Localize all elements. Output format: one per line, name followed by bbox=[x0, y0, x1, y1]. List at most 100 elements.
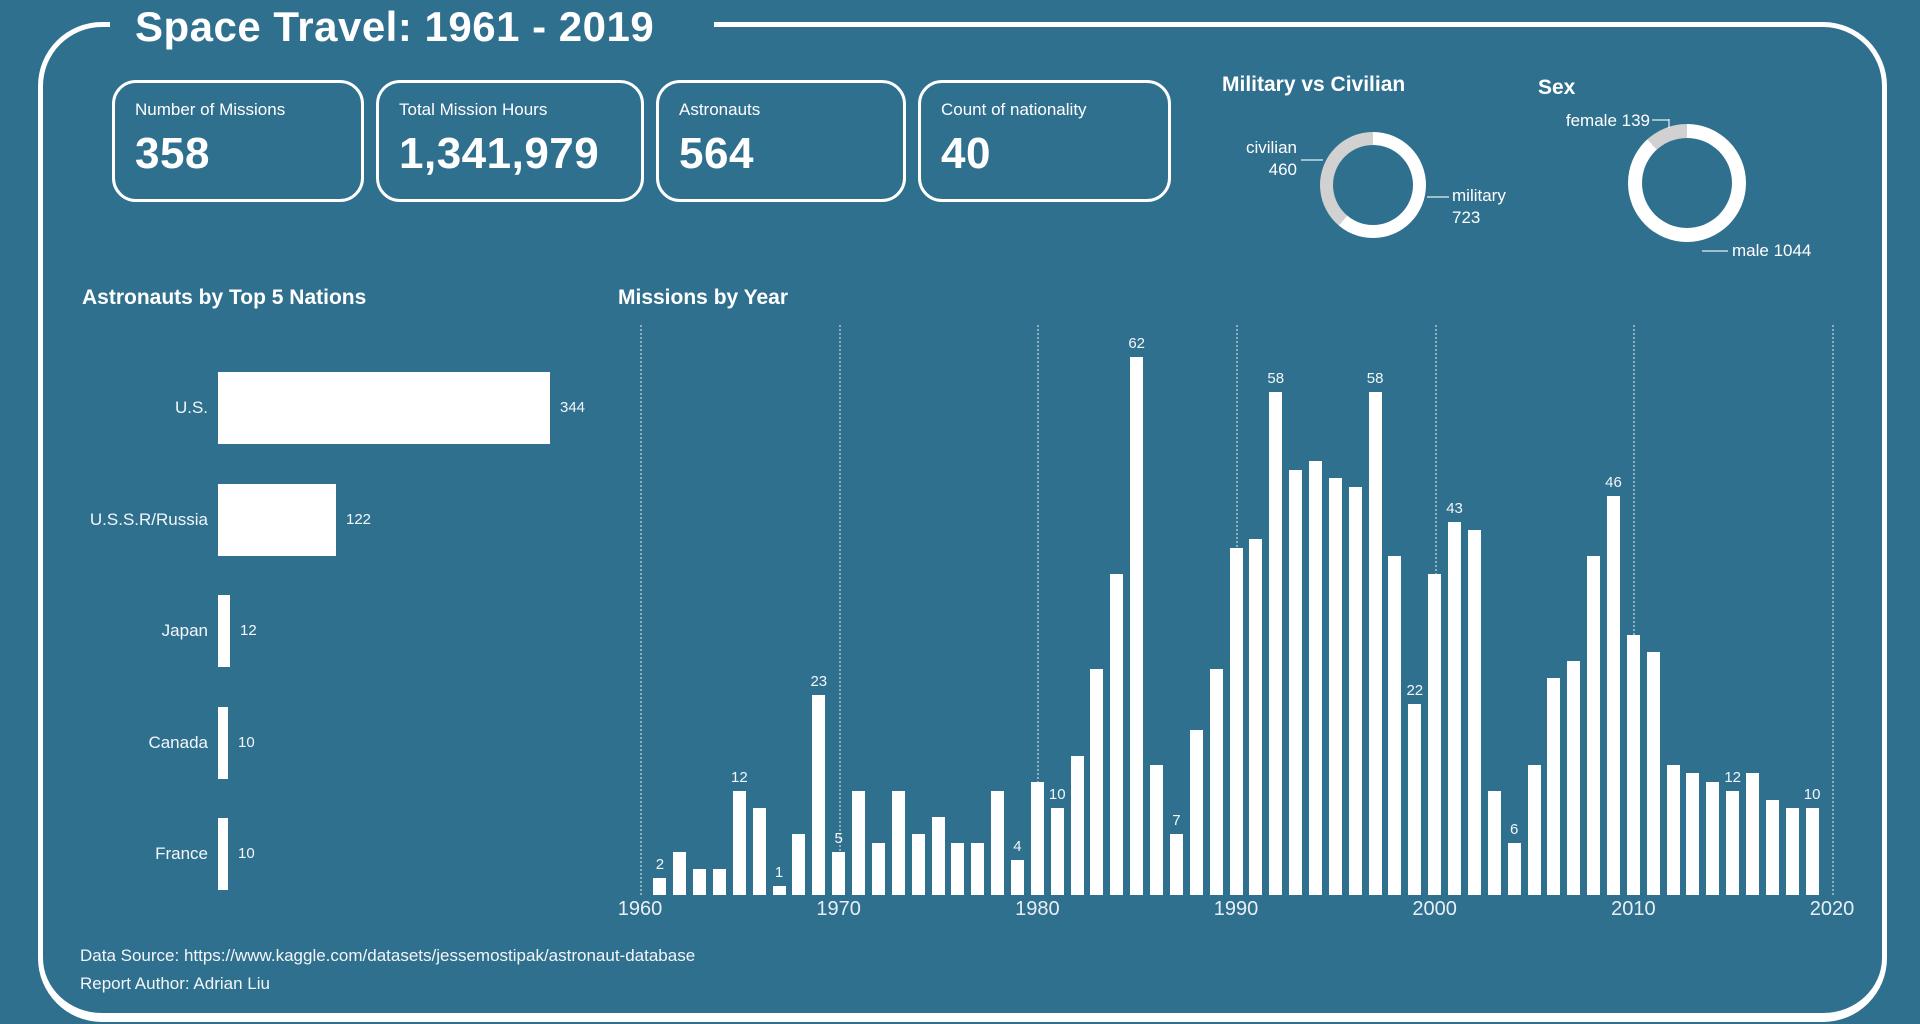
nation-value-label: 344 bbox=[560, 399, 586, 416]
missions-bar-2005[interactable] bbox=[1527, 765, 1541, 895]
missions-bar-2019[interactable] bbox=[1805, 808, 1819, 895]
nation-category-label: Canada bbox=[148, 732, 208, 752]
nations-chart-title: Astronauts by Top 5 Nations bbox=[82, 286, 367, 309]
missions-bar-2016[interactable] bbox=[1746, 773, 1760, 895]
missions-bar-1977[interactable] bbox=[971, 843, 985, 895]
missions-bar-1993[interactable] bbox=[1289, 470, 1303, 895]
missions-bar-2015[interactable] bbox=[1726, 791, 1740, 895]
nation-row: U.S. 344 bbox=[58, 372, 778, 444]
x-tick-2000: 2000 bbox=[1412, 898, 1457, 920]
gridline-1970 bbox=[838, 325, 841, 895]
missions-bar-2002[interactable] bbox=[1467, 530, 1481, 895]
military-civilian-donut[interactable] bbox=[1320, 132, 1426, 238]
x-tick-2010: 2010 bbox=[1611, 898, 1656, 920]
nation-bar[interactable] bbox=[218, 706, 228, 779]
missions-bar-1997[interactable] bbox=[1368, 392, 1382, 895]
missions-bar-1964[interactable] bbox=[712, 869, 726, 895]
missions-bar-1972[interactable] bbox=[871, 843, 885, 895]
missions-bar-1965[interactable] bbox=[732, 791, 746, 895]
missions-bar-1987[interactable] bbox=[1169, 834, 1183, 895]
missions-bar-1988[interactable] bbox=[1189, 730, 1203, 895]
military-callout: military 723 bbox=[1452, 186, 1506, 227]
nation-bar[interactable] bbox=[218, 372, 550, 444]
missions-bar-2013[interactable] bbox=[1686, 773, 1700, 895]
missions-bar-2011[interactable] bbox=[1646, 652, 1660, 895]
missions-bar-1975[interactable] bbox=[931, 817, 945, 895]
missions-bar-1971[interactable] bbox=[852, 791, 866, 895]
missions-bar-1969[interactable] bbox=[812, 695, 826, 895]
missions-bar-1963[interactable] bbox=[693, 869, 707, 895]
missions-bar-1994[interactable] bbox=[1308, 461, 1322, 895]
missions-bar-1986[interactable] bbox=[1150, 765, 1164, 895]
missions-bar-1966[interactable] bbox=[752, 808, 766, 895]
missions-bar-2001[interactable] bbox=[1448, 522, 1462, 895]
missions-bar-value-2009: 46 bbox=[1605, 474, 1622, 491]
missions-bar-1999[interactable] bbox=[1408, 704, 1422, 895]
missions-bar-1978[interactable] bbox=[991, 791, 1005, 895]
kpi-card-count-of-nationality[interactable]: Count of nationality 40 bbox=[918, 80, 1171, 202]
missions-bar-value-1981: 10 bbox=[1048, 786, 1066, 803]
donut-hole bbox=[1642, 138, 1732, 228]
missions-bar-1967[interactable] bbox=[772, 886, 786, 895]
missions-bar-value-1961: 2 bbox=[655, 856, 665, 873]
missions-bar-2000[interactable] bbox=[1428, 574, 1442, 895]
missions-bar-1990[interactable] bbox=[1229, 548, 1243, 895]
missions-bar-1973[interactable] bbox=[891, 791, 905, 895]
missions-bar-1989[interactable] bbox=[1209, 669, 1223, 895]
missions-bar-2010[interactable] bbox=[1626, 635, 1640, 895]
missions-bar-2003[interactable] bbox=[1487, 791, 1501, 895]
missions-bar-2006[interactable] bbox=[1547, 678, 1561, 895]
missions-bar-1998[interactable] bbox=[1388, 556, 1402, 895]
missions-bar-2017[interactable] bbox=[1765, 800, 1779, 895]
female-callout: female 139 bbox=[1565, 111, 1650, 130]
missions-bar-1979[interactable] bbox=[1010, 860, 1024, 895]
kpi-value: 1,341,979 bbox=[399, 129, 600, 178]
missions-bar-value-1967: 1 bbox=[774, 864, 784, 881]
sex-donut[interactable] bbox=[1628, 124, 1746, 242]
nation-row: U.S.S.R/Russia 122 bbox=[58, 483, 778, 556]
missions-by-year-chart: 2 12 1 23 5 4 10 62 7 58 58 22 43 6 46 12 10 bbox=[630, 320, 1855, 895]
missions-bar-2009[interactable] bbox=[1606, 496, 1620, 895]
missions-bar-1974[interactable] bbox=[911, 834, 925, 895]
missions-bar-2007[interactable] bbox=[1567, 661, 1581, 895]
missions-bar-2014[interactable] bbox=[1706, 782, 1720, 895]
nation-category-label: U.S. bbox=[174, 398, 208, 417]
donut-hole bbox=[1333, 145, 1413, 225]
missions-bar-1961[interactable] bbox=[653, 878, 667, 895]
kpi-card-total-mission-hours[interactable]: Total Mission Hours 1,341,979 bbox=[376, 80, 644, 202]
missions-bar-2012[interactable] bbox=[1666, 765, 1680, 895]
missions-bar-1980[interactable] bbox=[1030, 782, 1044, 895]
missions-bar-1991[interactable] bbox=[1249, 539, 1263, 895]
missions-bar-1982[interactable] bbox=[1070, 756, 1084, 895]
kpi-value: 358 bbox=[135, 129, 210, 178]
missions-bar-value-2015: 12 bbox=[1724, 769, 1742, 786]
missions-bar-1992[interactable] bbox=[1269, 392, 1283, 895]
nation-bar[interactable] bbox=[218, 483, 336, 556]
missions-bar-1996[interactable] bbox=[1348, 487, 1362, 895]
kpi-label: Total Mission Hours bbox=[399, 100, 548, 119]
kpi-value: 40 bbox=[941, 129, 991, 178]
page-title: Space Travel: 1961 - 2019 bbox=[110, 0, 715, 54]
missions-bar-1968[interactable] bbox=[792, 834, 806, 895]
nation-bar[interactable] bbox=[218, 595, 230, 667]
missions-bar-2018[interactable] bbox=[1785, 808, 1799, 895]
female-leader-line bbox=[1652, 119, 1669, 121]
nation-bar[interactable] bbox=[218, 818, 228, 890]
missions-bar-2004[interactable] bbox=[1507, 843, 1521, 895]
missions-bar-value-1985: 62 bbox=[1128, 335, 1146, 352]
missions-bar-1981[interactable] bbox=[1050, 808, 1064, 895]
civilian-callout: civilian 460 bbox=[1245, 138, 1297, 179]
kpi-card-astronauts[interactable]: Astronauts 564 bbox=[656, 80, 906, 202]
report-author-text: Report Author: Adrian Liu bbox=[80, 974, 270, 993]
x-tick-1990: 1990 bbox=[1213, 898, 1259, 920]
sex-chart-title: Sex bbox=[1538, 76, 1576, 99]
kpi-card-number-of-missions[interactable]: Number of Missions 358 bbox=[112, 80, 364, 202]
missions-bar-2008[interactable] bbox=[1587, 556, 1601, 895]
missions-bar-1984[interactable] bbox=[1110, 574, 1124, 895]
missions-bar-1970[interactable] bbox=[832, 852, 846, 895]
missions-bar-1995[interactable] bbox=[1328, 478, 1342, 895]
missions-bar-1983[interactable] bbox=[1090, 669, 1104, 895]
missions-bar-1976[interactable] bbox=[951, 843, 965, 895]
missions-bar-1985[interactable] bbox=[1130, 357, 1144, 895]
missions-bar-1962[interactable] bbox=[673, 852, 687, 895]
